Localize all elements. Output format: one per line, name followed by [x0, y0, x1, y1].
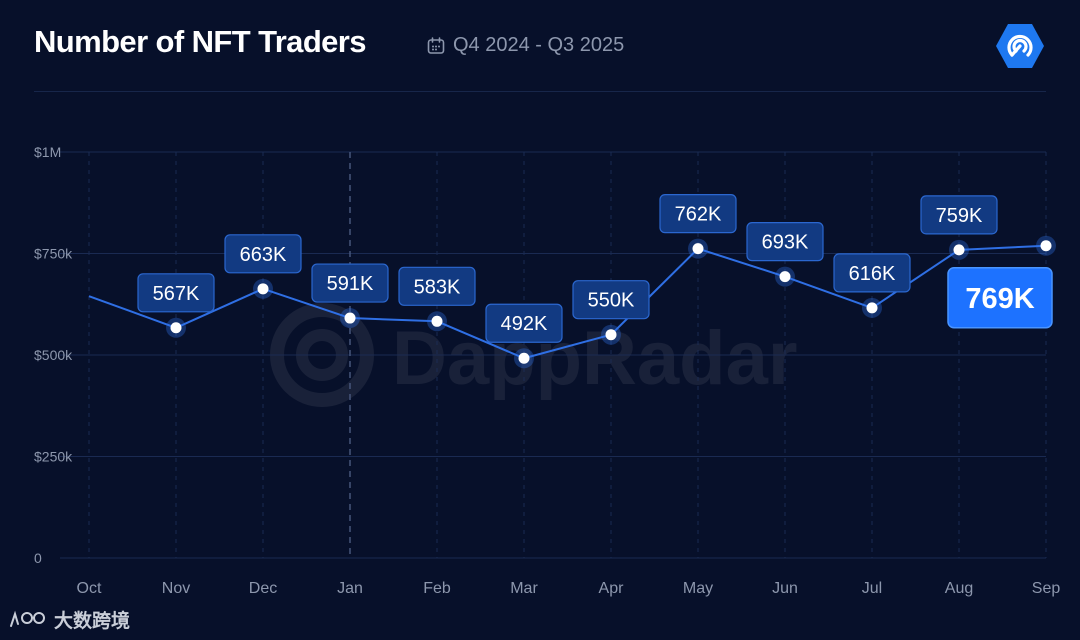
- data-point: [866, 302, 878, 314]
- data-label: 663K: [240, 244, 287, 266]
- data-point: [779, 271, 791, 283]
- data-label: 616K: [849, 263, 896, 285]
- calendar-icon: [427, 36, 445, 55]
- period-text: Q4 2024 - Q3 2025: [453, 34, 625, 56]
- chart-title: Number of NFT Traders: [34, 24, 367, 59]
- dappradar-logo-icon: [994, 22, 1046, 70]
- data-label-box: [920, 195, 998, 235]
- x-tick-label: Jun: [772, 580, 798, 597]
- data-label: 583K: [414, 276, 461, 298]
- data-label-box: [398, 266, 476, 306]
- data-point: [431, 315, 443, 327]
- data-point: [344, 312, 356, 324]
- highlight-label-box: [947, 267, 1053, 329]
- data-point: [257, 283, 269, 295]
- x-tick-label: Aug: [945, 580, 973, 597]
- data-label: 762K: [675, 204, 722, 226]
- data-label-box: [224, 234, 302, 274]
- series-line: [88, 244, 1047, 360]
- data-label: 567K: [153, 283, 200, 305]
- y-tick-label: $1M: [34, 144, 61, 160]
- data-label-box: [311, 263, 389, 303]
- header-divider: [34, 91, 1046, 92]
- data-label-box: [485, 303, 563, 343]
- data-label: 492K: [501, 313, 548, 335]
- x-tick-label: May: [683, 580, 713, 597]
- data-label-box: [572, 280, 650, 320]
- x-tick-label: Mar: [510, 580, 538, 597]
- data-label: 759K: [936, 205, 983, 227]
- y-tick-label: 0: [34, 550, 42, 566]
- data-label-box: [746, 222, 824, 262]
- data-point: [1040, 240, 1052, 252]
- x-tick-label: Oct: [77, 580, 102, 597]
- footer-brand-text: 大数跨境: [54, 611, 131, 632]
- y-tick-label: $500k: [34, 347, 73, 363]
- data-point: [692, 243, 704, 255]
- data-label: 550K: [588, 290, 635, 312]
- data-point: [518, 352, 530, 364]
- y-tick-label: $750k: [34, 246, 73, 262]
- footer-logo-icon: [8, 610, 48, 630]
- x-tick-label: Dec: [249, 580, 277, 597]
- highlight-data-label: 769K: [965, 283, 1034, 315]
- x-tick-label: Feb: [423, 580, 451, 597]
- data-label-box: [137, 273, 215, 313]
- data-point: [170, 322, 182, 334]
- x-tick-label: Nov: [162, 580, 190, 597]
- y-tick-label: $250k: [34, 449, 73, 465]
- data-point: [605, 329, 617, 341]
- x-tick-label: Jan: [337, 580, 363, 597]
- data-label: 693K: [762, 232, 809, 254]
- data-label: 591K: [327, 273, 374, 295]
- period-range: Q4 2024 - Q3 2025: [427, 34, 624, 57]
- x-tick-label: Sep: [1032, 580, 1061, 597]
- data-point: [953, 244, 965, 256]
- data-label-box: [659, 194, 737, 234]
- data-label-box: [833, 253, 911, 293]
- x-tick-label: Jul: [862, 580, 882, 597]
- footer-brand: 大数跨境: [8, 606, 130, 633]
- x-tick-label: Apr: [599, 580, 625, 597]
